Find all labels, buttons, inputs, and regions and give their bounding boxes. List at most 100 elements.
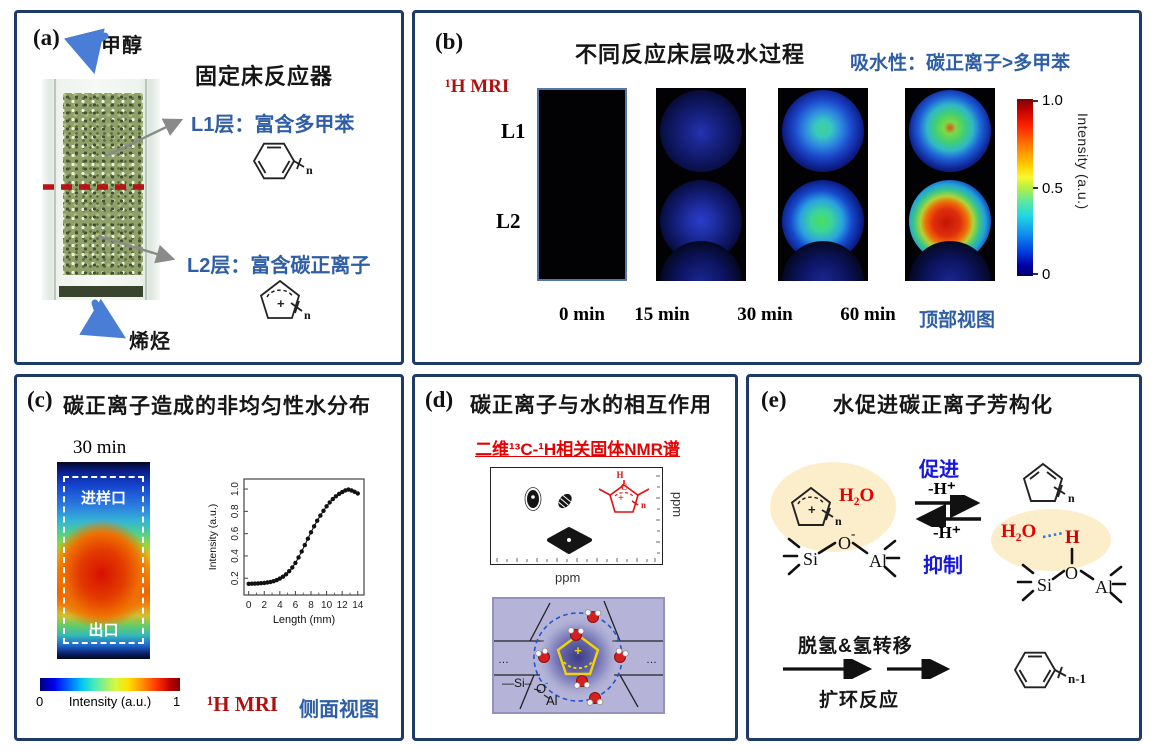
colorbar-tick-0.5: 0.5 <box>1042 180 1063 197</box>
l2-layer-label: L2层：富含碳正离子 <box>187 255 371 277</box>
nmr-mol-h: H <box>616 470 623 480</box>
svg-text:14: 14 <box>352 600 364 611</box>
left-cation-plus: + <box>808 502 816 517</box>
panel-c-label: (c) <box>27 387 53 412</box>
hbar-max: 1 <box>173 694 181 709</box>
nmr-molecule-structure <box>598 480 650 513</box>
scheme-dots-left: … <box>498 654 509 666</box>
mri-technique-label-c: ¹H MRI <box>207 692 279 716</box>
time-label-30min: 30 min <box>737 304 793 325</box>
colorbar-axis-label: Intensity (a.u.) <box>1075 113 1091 210</box>
svg-text:Intensity (a.u.): Intensity (a.u.) <box>207 504 219 571</box>
svg-text:12: 12 <box>337 600 349 611</box>
l1-layer-label: L1层：富含多甲苯 <box>191 114 355 136</box>
mri-image-30min <box>778 88 868 281</box>
nmr-mol-plus: + <box>618 493 624 504</box>
nmr-peak-3 <box>547 527 592 554</box>
bed-outline-dashed <box>63 476 144 644</box>
nmr-peak-2 <box>558 493 572 509</box>
water-molecules <box>535 609 629 706</box>
cation-plus: + <box>277 296 285 311</box>
solvation-scheme: + —Si– O - Al … … <box>492 597 665 714</box>
right-diene-n: n <box>1068 491 1075 505</box>
panel-c: (c) 碳正离子造成的非均匀性水分布 30 min 进样口 出口 0 2 4 6 8 10… <box>14 374 404 741</box>
benzene-structure: n <box>252 142 313 180</box>
inlet-label: 进样口 <box>80 490 126 507</box>
promote-label: 促进 <box>919 459 959 481</box>
minus-h-bottom: -H⁺ <box>933 523 961 542</box>
panel-b-title: 不同反应床层吸水过程 <box>574 42 805 67</box>
colorbar-tick-1.0: 1.0 <box>1042 92 1063 109</box>
nmr-mol-c: C <box>621 482 628 492</box>
product-outlet-arrow <box>79 298 127 339</box>
panel-b-label: (b) <box>435 29 464 54</box>
left-cation-n: n <box>835 514 842 528</box>
svg-text:0.2: 0.2 <box>230 571 241 585</box>
svg-text:0.8: 0.8 <box>230 504 241 518</box>
svg-text:0.4: 0.4 <box>230 549 241 563</box>
nmr-axis-ticks <box>496 475 660 562</box>
panel-a-title: 固定床反应器 <box>195 64 334 89</box>
nmr-mol-n: n <box>641 500 646 510</box>
l2-pointer-arrow <box>97 234 176 264</box>
svg-text:10: 10 <box>321 600 333 611</box>
hydrogen-bond-dots <box>1042 531 1064 539</box>
outlet-label: 出口 <box>88 622 119 639</box>
panel-e: (e) 水促进碳正离子芳构化 + n H₂O Si O - <box>746 374 1142 741</box>
panel-e-title: 水促进碳正离子芳构化 <box>833 394 1053 417</box>
nmr-spectrum: H C + n <box>490 467 663 565</box>
l1-pointer-arrow <box>105 118 184 158</box>
time-label-15min: 15 min <box>634 304 690 325</box>
scheme-o-minus: - <box>545 678 548 689</box>
water-left-label: H₂O <box>839 485 875 506</box>
side-view-heatmap: 进样口 出口 <box>57 462 150 659</box>
scheme-dots-right: … <box>646 654 657 666</box>
solvation-halo <box>536 615 620 699</box>
panel-c-title: 碳正离子造成的非均匀性水分布 <box>63 395 371 418</box>
si-right-label: Si <box>1037 575 1052 595</box>
catalyst-granules <box>63 93 143 275</box>
al-right-label: Al <box>1095 577 1113 597</box>
mri-15min-l1-spot <box>660 90 742 172</box>
svg-text:8: 8 <box>308 600 314 611</box>
top-view-label: 顶部视图 <box>919 310 996 331</box>
svg-text:0: 0 <box>246 600 252 611</box>
scheme-al-label: Al <box>546 693 558 708</box>
water-right-label: H₂O <box>1001 521 1037 542</box>
colorbar-tick-top <box>1033 100 1038 102</box>
panel-a-label: (a) <box>33 25 60 50</box>
o-left-label: O <box>838 533 851 553</box>
panel-e-label: (e) <box>761 387 787 412</box>
svg-text:2: 2 <box>261 600 267 611</box>
right-diene-structure: n <box>1022 462 1075 505</box>
mri-technique-label: ¹H MRI <box>445 76 510 97</box>
colorbar-tick-0: 0 <box>1042 266 1051 283</box>
bridging-h-label: H <box>1065 527 1080 548</box>
methanol-feed-label: 甲醇 <box>101 35 143 57</box>
tube-wall-left <box>54 79 56 300</box>
right-framework: O Si Al <box>1016 547 1127 604</box>
svg-text:0.6: 0.6 <box>230 526 241 540</box>
equilibrium-arrows <box>915 495 981 527</box>
panel-d-label: (d) <box>425 387 454 412</box>
left-cation-structure: + n <box>790 486 842 528</box>
side-view-label: 侧面视图 <box>299 699 379 721</box>
panel-a-overlay <box>43 28 184 339</box>
svg-text:6: 6 <box>293 600 299 611</box>
si-left-label: Si <box>803 549 818 569</box>
inhibit-label: 抑制 <box>923 555 963 577</box>
cation-n-label: n <box>304 308 311 322</box>
hbar-label: Intensity (a.u.) <box>68 694 152 709</box>
hbar-min: 0 <box>36 694 44 709</box>
scheme-o-label: O <box>536 681 546 696</box>
olefin-product-label: 烯烃 <box>129 331 171 353</box>
nmr-peak-1 <box>524 487 542 511</box>
row-label-l2: L2 <box>496 209 521 233</box>
feed-inlet-arrow <box>64 28 109 75</box>
zeolite-framework-lines <box>494 600 663 710</box>
svg-text:4: 4 <box>277 600 283 611</box>
minus-h-top: -H⁺ <box>928 479 956 498</box>
scheme-si-label: —Si– <box>502 676 532 690</box>
tube-bottom-band <box>59 286 143 297</box>
